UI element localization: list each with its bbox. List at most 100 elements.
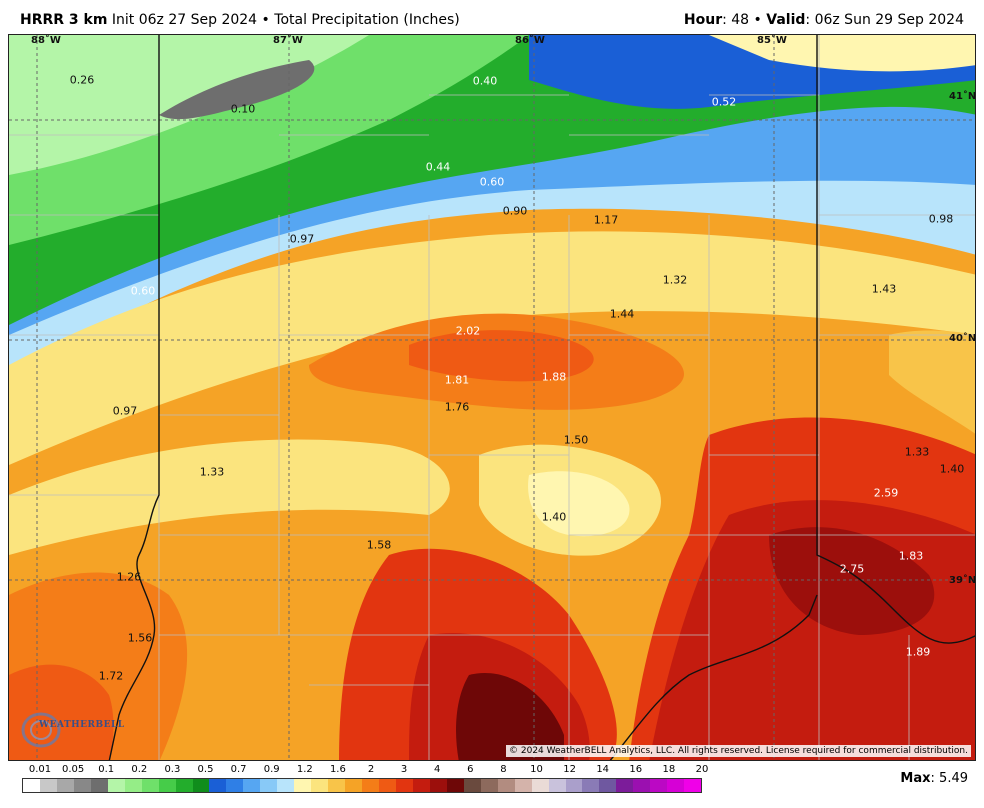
valid-value: : 06z Sun 29 Sep 2024 <box>805 12 964 28</box>
valid-label: Valid <box>766 12 806 28</box>
legend-tick-label: 0.7 <box>230 764 247 775</box>
swirl-icon <box>21 712 61 748</box>
precip-value-label: 1.17 <box>593 213 619 227</box>
precip-legend: 0.01 0.05 0.1 0.2 0.3 0.5 0.7 0.9 1.2 1.6 2 3 4 6 8 10 1… <box>22 764 708 794</box>
legend-swatch <box>565 779 583 792</box>
legend-tick-label: 0.9 <box>263 764 280 775</box>
precip-value-label: 2.02 <box>455 324 481 338</box>
legend-swatch <box>650 779 668 792</box>
precip-value-label: 1.89 <box>905 645 931 659</box>
longitude-label: 86˚W <box>515 35 545 46</box>
precip-value-label: 1.83 <box>898 549 924 563</box>
legend-tick-label: 3 <box>400 764 408 775</box>
map-title: HRRR 3 km Init 06z 27 Sep 2024 • Total P… <box>20 12 460 32</box>
legend-swatch <box>514 779 532 792</box>
legend-swatch <box>395 779 413 792</box>
precip-value-label: 1.26 <box>116 570 142 584</box>
legend-swatch <box>175 779 193 792</box>
legend-swatch <box>311 779 329 792</box>
legend-swatch <box>277 779 295 792</box>
precip-value-label: 2.75 <box>839 562 865 576</box>
precip-value-label: 2.59 <box>873 486 899 500</box>
legend-swatch <box>531 779 549 792</box>
copyright-notice: © 2024 WeatherBELL Analytics, LLC. All r… <box>506 745 971 757</box>
precip-value-label: 0.60 <box>130 284 156 298</box>
legend-swatch <box>345 779 363 792</box>
legend-swatch <box>497 779 515 792</box>
legend-swatch <box>412 779 430 792</box>
precip-value-label: 0.97 <box>112 404 138 418</box>
precip-value-label: 0.52 <box>711 95 737 109</box>
legend-tick-label: 14 <box>596 764 610 775</box>
precip-value-label: 1.33 <box>199 465 225 479</box>
legend-swatch <box>684 779 702 792</box>
legend-tick-label: 0.3 <box>164 764 181 775</box>
legend-swatch <box>379 779 396 792</box>
legend-swatch <box>463 779 481 792</box>
legend-swatch <box>226 779 244 792</box>
precip-value-label: 0.10 <box>230 102 256 116</box>
latitude-label: 39˚N <box>949 575 976 586</box>
precip-value-label: 0.97 <box>289 232 315 246</box>
legend-tick-label: 1.6 <box>329 764 346 775</box>
legend-swatch <box>328 779 346 792</box>
precip-value-label: 0.98 <box>928 212 954 226</box>
precip-value-label: 1.56 <box>127 631 153 645</box>
precipitation-map[interactable]: 88˚W 87˚W 86˚W 85˚W 41˚N 40˚N 39˚N 0.26 … <box>8 34 976 761</box>
weatherbell-logo: WEATHERBELL <box>17 708 124 752</box>
latitude-label: 40˚N <box>949 333 976 344</box>
precip-value-label: 0.60 <box>479 175 505 189</box>
precip-value-label: 1.40 <box>541 510 567 524</box>
valid-time-info: Hour: 48 • Valid: 06z Sun 29 Sep 2024 <box>684 12 964 32</box>
legend-swatch <box>243 779 261 792</box>
legend-swatch <box>616 779 634 792</box>
legend-tick-label: 10 <box>530 764 543 775</box>
max-label: Max <box>900 771 931 786</box>
legend-swatch <box>209 779 227 792</box>
title-bullet: • <box>261 12 270 28</box>
legend-swatch <box>582 779 600 792</box>
precip-value-label: 1.43 <box>871 282 897 296</box>
legend-tick-label: 2 <box>367 764 375 775</box>
legend-swatch <box>633 779 651 792</box>
legend-swatch <box>141 779 159 792</box>
precipitation-field <box>9 35 975 760</box>
legend-swatch <box>90 779 108 792</box>
legend-swatch <box>158 779 176 792</box>
precip-value-label: 0.40 <box>472 74 498 88</box>
precip-value-label: 1.81 <box>444 373 470 387</box>
legend-tick-label: 6 <box>467 764 474 775</box>
precip-value-label: 1.32 <box>662 273 688 287</box>
precip-value-label: 1.33 <box>904 445 930 459</box>
legend-swatch <box>446 779 464 792</box>
legend-swatch <box>667 779 685 792</box>
max-value: : 5.49 <box>930 771 968 786</box>
legend-tick-label: 0.01 <box>28 764 52 775</box>
legend-swatch <box>480 779 498 792</box>
model-name: HRRR 3 km <box>20 12 108 28</box>
precip-value-label: 1.58 <box>366 538 392 552</box>
product-name: Total Precipitation (Inches) <box>274 12 460 28</box>
legend-tick-label: 4 <box>434 764 441 775</box>
legend-swatch <box>599 779 617 792</box>
legend-swatch <box>192 779 210 792</box>
legend-tick-label: 20 <box>695 764 709 775</box>
legend-swatch <box>362 779 380 792</box>
legend-color-bar <box>22 778 702 793</box>
precip-value-label: 0.90 <box>502 204 528 218</box>
legend-tick-label: 12 <box>563 764 576 775</box>
precip-value-label: 1.76 <box>444 400 470 414</box>
legend-swatch <box>294 779 312 792</box>
hour-label: Hour <box>683 12 723 28</box>
legend-swatch <box>23 779 40 792</box>
hour-value: : 48 <box>722 12 750 28</box>
legend-swatch <box>56 779 74 792</box>
precip-value-label: 0.44 <box>425 160 451 174</box>
legend-tick-label: 1.2 <box>296 764 313 775</box>
legend-swatch <box>548 779 566 792</box>
precip-value-label: 1.44 <box>609 307 635 321</box>
legend-tick-label: 8 <box>500 764 507 775</box>
logo-wordmark: WEATHERBELL <box>39 720 125 730</box>
legend-swatch <box>39 779 57 792</box>
legend-swatch <box>124 779 142 792</box>
